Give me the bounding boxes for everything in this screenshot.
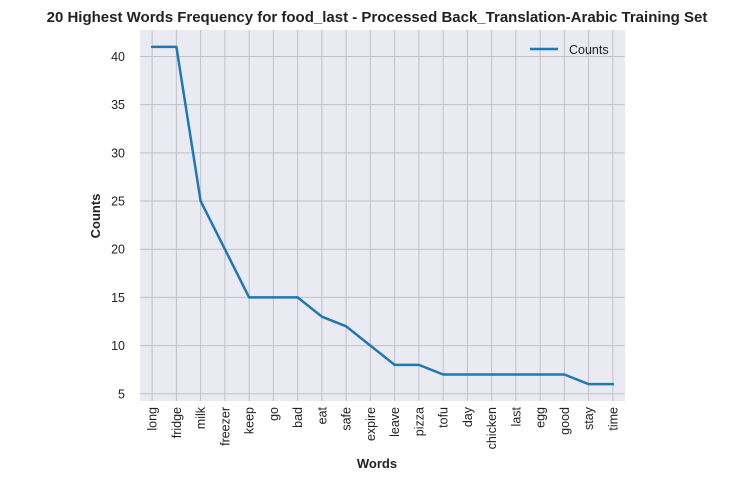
x-tick-label: fridge xyxy=(170,407,184,438)
y-tick-label: 15 xyxy=(111,291,125,305)
x-tick-label: egg xyxy=(534,407,548,428)
x-tick-label: tofu xyxy=(437,407,451,428)
x-tick-label: expire xyxy=(364,407,378,441)
grid-lines xyxy=(140,30,625,401)
x-tick-label: safe xyxy=(340,407,354,431)
y-tick-label: 25 xyxy=(111,195,125,209)
x-tick-label: bad xyxy=(291,407,305,428)
plot-area xyxy=(140,30,625,401)
x-tick-label: time xyxy=(606,407,620,431)
x-tick-label: pizza xyxy=(412,407,426,436)
y-tick-label: 40 xyxy=(111,50,125,64)
y-axis-ticks: 5 10 15 20 25 30 35 40 xyxy=(111,50,125,401)
y-tick-label: 10 xyxy=(111,339,125,353)
y-tick-label: 35 xyxy=(111,98,125,112)
y-axis-label: Counts xyxy=(88,194,103,239)
x-tick-label: milk xyxy=(194,406,208,429)
legend-label: Counts xyxy=(569,43,609,57)
x-tick-label: last xyxy=(509,406,523,426)
x-tick-label: eat xyxy=(315,406,329,424)
x-tick-label: long xyxy=(146,407,160,431)
x-tick-label: day xyxy=(461,406,475,427)
data-series xyxy=(150,45,615,386)
x-tick-label: leave xyxy=(388,407,402,437)
x-tick-label: chicken xyxy=(485,407,499,449)
x-tick-label: go xyxy=(267,407,281,421)
x-tick-label: stay xyxy=(582,406,596,430)
series-line-counts xyxy=(150,45,615,386)
y-tick-label: 20 xyxy=(111,243,125,257)
x-tick-label: freezer xyxy=(218,407,232,446)
legend: Counts xyxy=(530,43,609,57)
chart-title: 20 Highest Words Frequency for food_last… xyxy=(47,9,708,26)
x-axis-ticks: long fridge milk freezer keep go bad eat safe exp… xyxy=(146,406,621,449)
y-tick-label: 5 xyxy=(118,387,125,401)
x-axis-label: Words xyxy=(357,456,397,471)
x-tick-label: keep xyxy=(243,407,257,434)
y-tick-label: 30 xyxy=(111,146,125,160)
x-tick-label: good xyxy=(558,407,572,435)
